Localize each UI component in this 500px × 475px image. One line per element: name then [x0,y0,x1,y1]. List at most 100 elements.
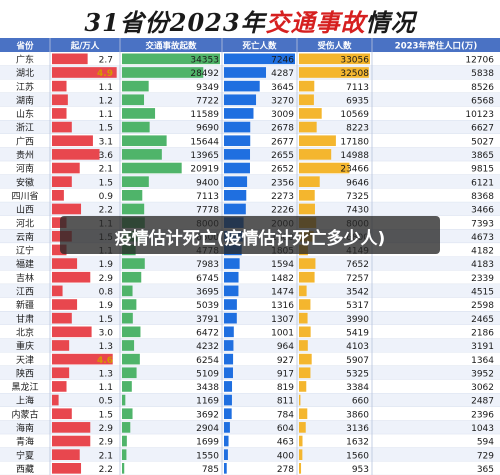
ratio-bar [52,299,78,310]
ratio-bar [52,149,100,160]
population-value: 365 [477,465,494,475]
ratio-value: 2.9 [99,438,114,448]
accidents-bar [122,299,137,310]
ratio-bar [52,67,117,78]
injuries-bar [299,463,302,474]
table-row [0,284,500,298]
header-cell: 2023年常住人口(万) [395,41,478,52]
accidents-bar [122,162,182,174]
injuries-value: 7257 [346,274,369,284]
province-cell: 山西 [16,205,34,216]
deaths-bar [224,94,257,106]
deaths-value: 7246 [271,55,294,65]
deaths-bar [224,108,254,119]
ratio-bar [52,135,93,147]
ratio-bar [52,80,67,92]
injuries-bar [299,80,315,92]
ratio-bar [52,53,88,65]
population-value: 2487 [471,397,494,407]
injuries-value: 32508 [340,69,369,79]
accidents-bar [122,203,145,215]
accidents-bar [122,381,132,392]
injuries-bar [299,326,311,338]
injuries-value: 7652 [346,260,369,270]
ratio-value: 1.1 [99,83,113,93]
ratio-bar [52,271,91,283]
deaths-value: 2273 [271,192,294,202]
ratio-bar [52,463,82,474]
ratio-value: 2.2 [99,465,113,475]
ratio-value: 2.7 [99,55,113,65]
injuries-value: 5907 [346,356,369,366]
population-value: 2186 [471,328,494,338]
ratio-value: 0.5 [99,397,113,407]
injuries-bar [299,285,307,297]
population-value: 3865 [471,151,494,161]
accidents-value: 6472 [196,328,219,338]
accidents-value: 3695 [196,288,219,298]
ratio-value: 4.6 [97,356,113,366]
deaths-value: 2678 [271,124,294,134]
accidents-bar [122,312,133,324]
accidents-bar [122,80,149,92]
title-part1: 31省份2023年 [84,8,266,37]
ratio-bar [52,162,80,174]
deaths-value: 2677 [271,137,294,147]
ratio-bar [52,340,70,351]
injuries-value: 3860 [346,410,369,420]
ratio-bar [52,353,113,365]
ratio-value: 1.1 [99,110,113,120]
ratio-value: 1.5 [99,410,113,420]
deaths-value: 604 [277,424,294,434]
accidents-bar [122,190,143,201]
injuries-value: 953 [352,465,369,475]
province-cell: 海南 [16,422,34,434]
table-row [0,311,500,325]
deaths-bar [224,422,230,433]
ratio-value: 2.9 [99,424,114,434]
injuries-bar [299,435,303,447]
population-value: 4183 [471,260,494,270]
ratio-bar [52,244,67,256]
deaths-value: 1474 [271,288,294,298]
deaths-bar [224,258,240,269]
injuries-bar [299,340,308,351]
province-cell: 甘肃 [16,313,34,325]
ratio-bar [52,176,72,187]
injuries-bar [299,176,320,187]
deaths-bar [224,176,248,187]
injuries-value: 7113 [346,83,369,93]
deaths-bar [224,394,232,406]
title-part3: 情况 [365,8,416,37]
population-value: 3952 [471,369,494,379]
deaths-bar [224,121,251,133]
injuries-value: 3542 [346,288,369,298]
population-value: 594 [477,438,494,448]
injuries-value: 9646 [346,178,369,188]
province-cell: 福建 [16,258,34,270]
province-cell: 山东 [16,108,34,120]
province-cell: 内蒙古 [11,408,38,420]
deaths-value: 784 [277,410,294,420]
injuries-value: 3384 [346,383,369,393]
ratio-bar [52,203,82,215]
deaths-value: 3270 [271,96,294,106]
population-value: 8368 [471,192,494,202]
deaths-value: 2226 [271,206,294,216]
accidents-bar [122,408,133,420]
population-value: 4515 [471,288,494,298]
table-row [0,188,500,203]
ratio-value: 1.9 [99,260,114,270]
header-cell: 起/万人 [70,41,100,52]
accidents-bar [122,53,220,65]
header-cell: 省份 [15,41,34,52]
injuries-bar [299,271,315,283]
table-row [0,379,500,394]
accidents-bar [122,449,127,460]
injuries-bar [299,367,311,379]
accidents-value: 1550 [196,451,219,461]
accidents-value: 34353 [190,55,219,65]
deaths-bar [224,162,250,174]
caption-overlay: 疫情估计死亡(疫情估计死亡多少人) [60,216,440,254]
injuries-value: 3136 [346,424,369,434]
